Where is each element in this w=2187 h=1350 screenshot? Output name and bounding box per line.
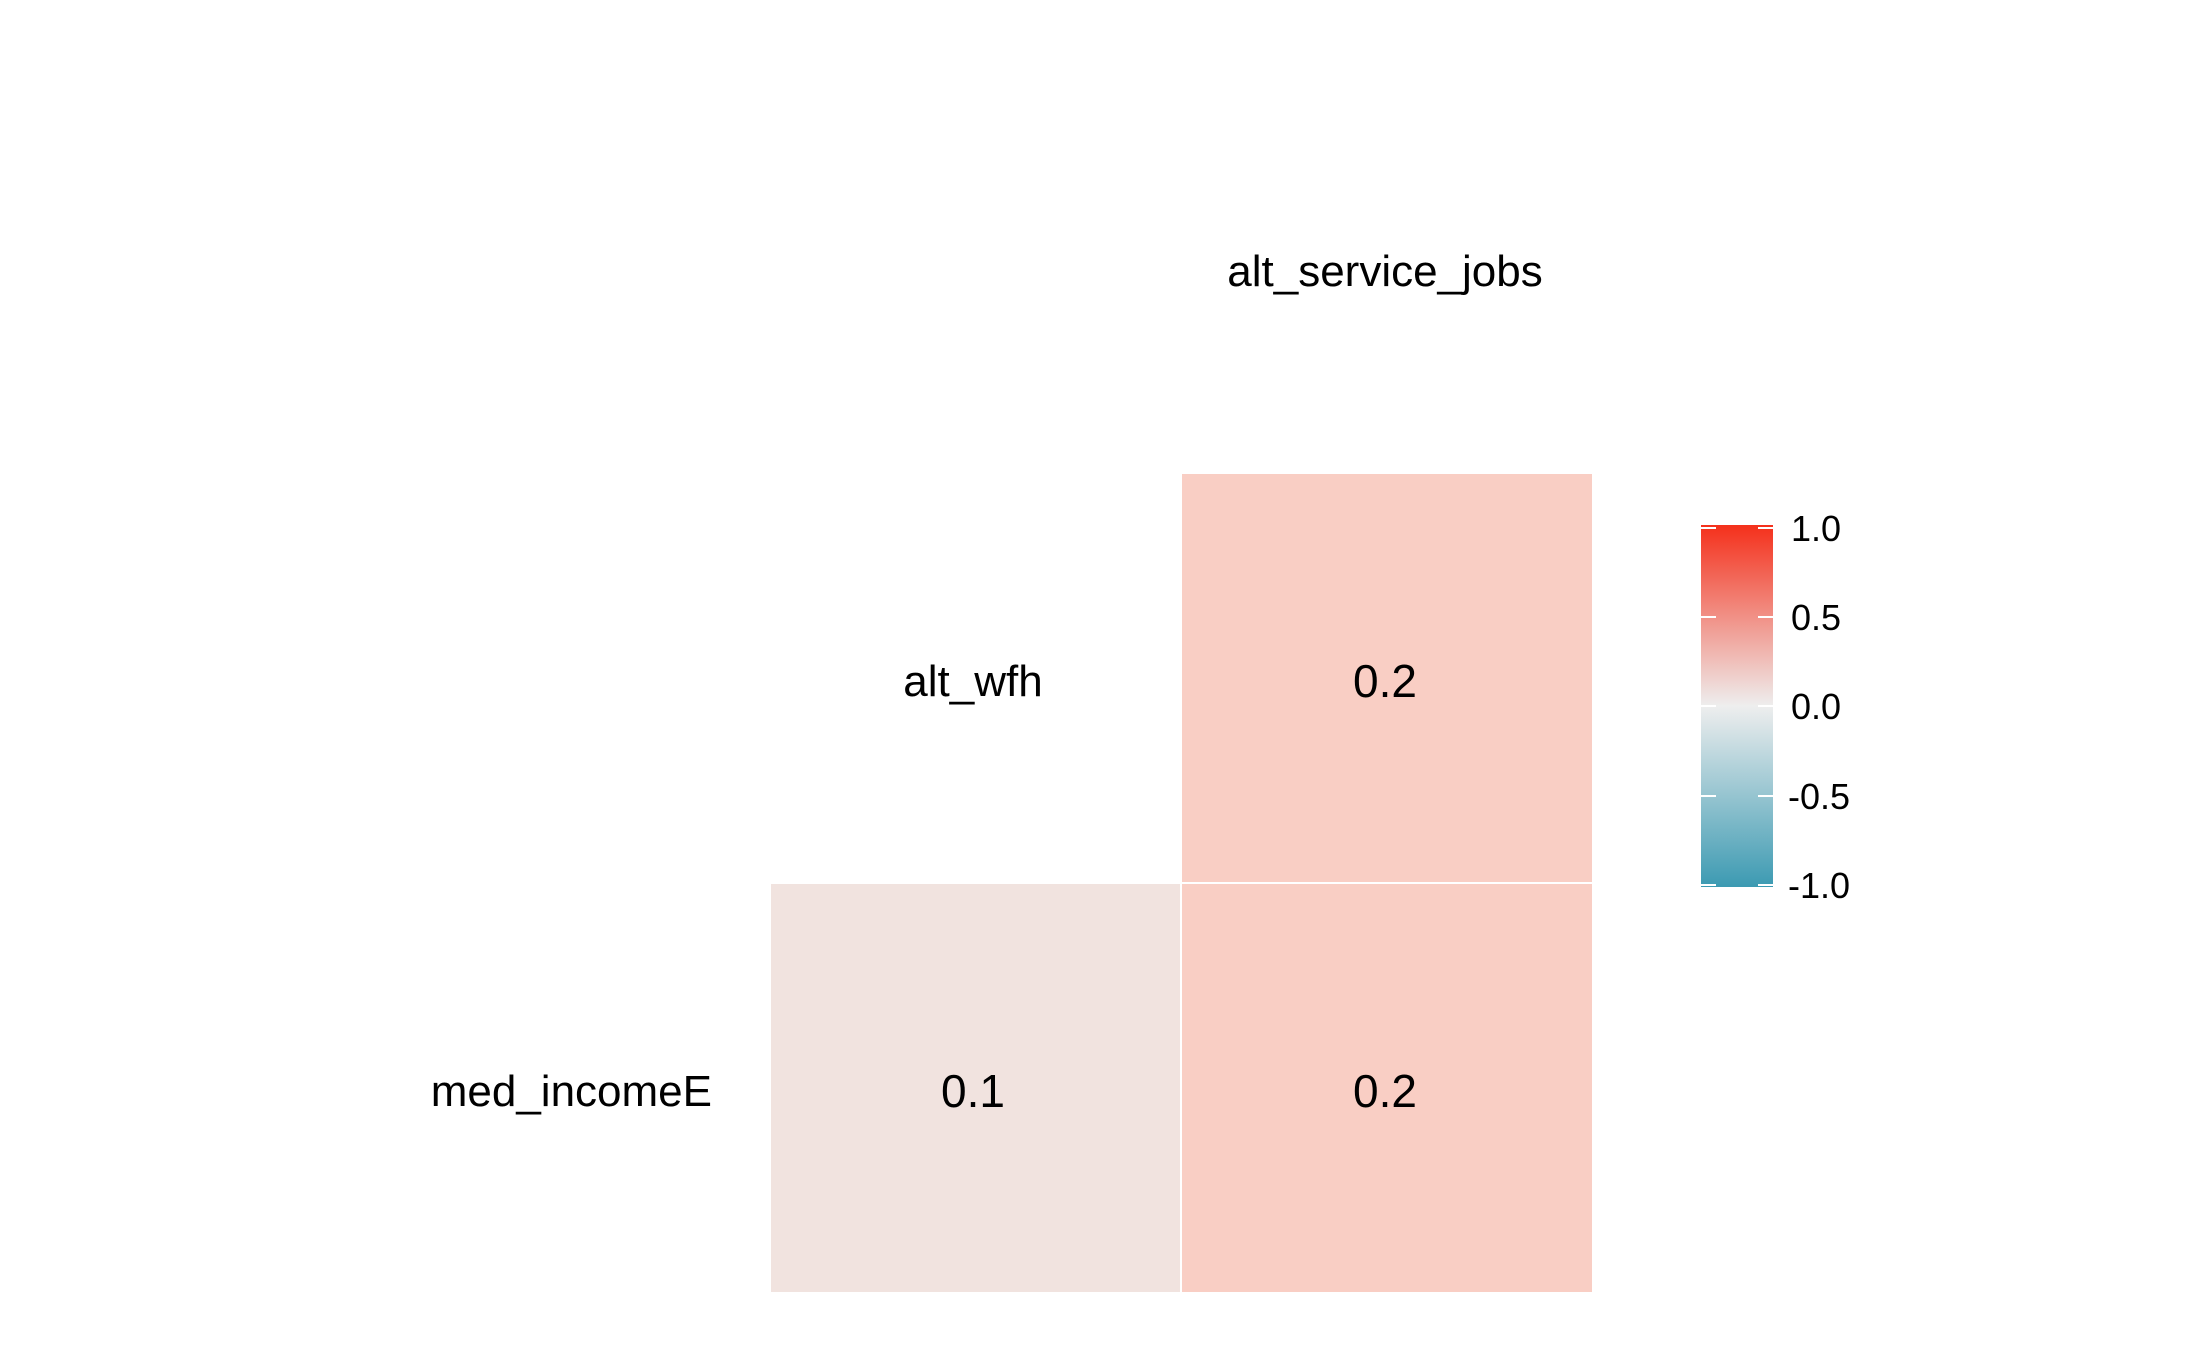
tile-alt_wfh-alt_service_jobs — [1182, 474, 1592, 882]
heatmap-tiles — [771, 474, 1592, 1292]
legend-tick-label: 0.5 — [1791, 597, 1841, 638]
legend-tick-label: 0.0 — [1791, 686, 1841, 727]
color-legend: 1.0 0.5 0.0 -0.5 -1.0 — [1701, 508, 1850, 906]
legend-tick-label: -1.0 — [1788, 865, 1850, 906]
tile-med_incomeE-alt_wfh — [771, 884, 1180, 1292]
variable-label-alt_wfh: alt_wfh — [903, 657, 1042, 706]
variable-labels: alt_service_jobs alt_wfh med_incomeE — [431, 247, 1543, 1116]
variable-label-med_incomeE: med_incomeE — [431, 1067, 712, 1116]
cell-label-med_incomeE-alt_service_jobs: 0.2 — [1353, 1065, 1417, 1117]
legend-tick-label: -0.5 — [1788, 776, 1850, 817]
cell-value-labels: 0.2 0.1 0.2 — [941, 655, 1417, 1117]
legend-tick-label: 1.0 — [1791, 508, 1841, 549]
variable-label-alt_service_jobs: alt_service_jobs — [1227, 247, 1543, 296]
legend-tick-labels: 1.0 0.5 0.0 -0.5 -1.0 — [1788, 508, 1850, 906]
legend-tick-marks — [1701, 527, 1773, 886]
cell-label-med_incomeE-alt_wfh: 0.1 — [941, 1065, 1005, 1117]
tile-med_incomeE-alt_service_jobs — [1182, 884, 1592, 1292]
cell-label-alt_wfh-alt_service_jobs: 0.2 — [1353, 655, 1417, 707]
